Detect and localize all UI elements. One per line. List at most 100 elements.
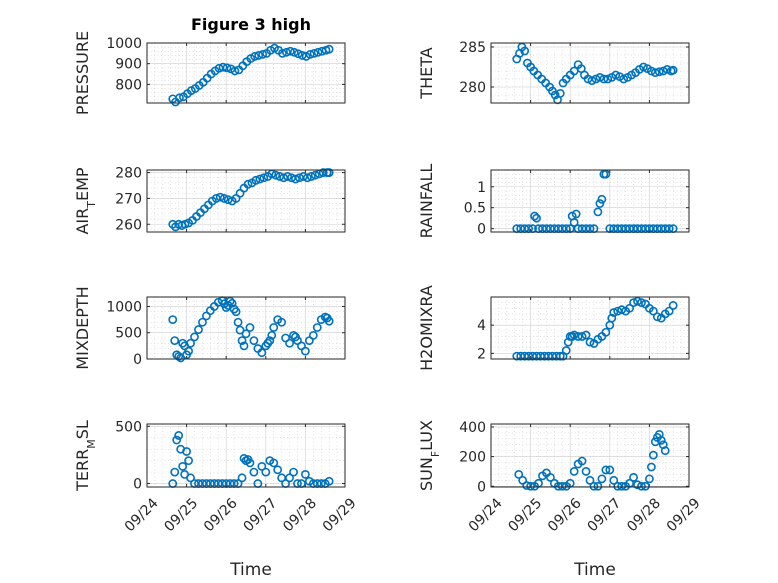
y-axis-label-subscript: T bbox=[85, 201, 98, 209]
data-series bbox=[514, 429, 670, 491]
data-series bbox=[168, 43, 334, 107]
data-point bbox=[577, 332, 587, 341]
x-tick-label: 09/24 bbox=[122, 495, 162, 535]
data-point bbox=[530, 211, 539, 221]
data-point bbox=[278, 48, 287, 58]
data-point bbox=[297, 51, 307, 60]
data-point bbox=[269, 458, 279, 468]
data-point bbox=[239, 453, 249, 463]
data-point bbox=[609, 475, 619, 485]
data-point bbox=[567, 332, 577, 341]
data-point bbox=[289, 47, 299, 57]
data-point bbox=[254, 51, 264, 60]
y-axis-label-subscript: F bbox=[429, 451, 442, 457]
data-point bbox=[194, 325, 203, 334]
x-tick-label: 09/25 bbox=[161, 495, 201, 535]
data-point bbox=[237, 473, 247, 483]
data-point bbox=[563, 337, 573, 347]
data-point bbox=[310, 170, 320, 180]
data-point bbox=[255, 174, 265, 184]
y-tick-label: 0 bbox=[133, 352, 142, 368]
data-point bbox=[237, 336, 247, 346]
y-tick-label: 2 bbox=[477, 346, 486, 362]
y-tick-label: 800 bbox=[115, 77, 142, 93]
data-point bbox=[603, 74, 613, 84]
data-point bbox=[175, 93, 184, 103]
data-point bbox=[660, 446, 670, 456]
data-point bbox=[601, 465, 611, 475]
data-point bbox=[257, 461, 267, 471]
data-point bbox=[259, 173, 269, 183]
data-point bbox=[639, 62, 648, 72]
data-point bbox=[178, 461, 188, 471]
data-point bbox=[308, 330, 318, 340]
data-point bbox=[593, 207, 603, 217]
y-tick-label: 200 bbox=[459, 450, 486, 466]
data-point bbox=[607, 313, 617, 323]
data-point bbox=[312, 323, 322, 332]
data-point bbox=[190, 332, 199, 342]
data-point bbox=[555, 351, 565, 361]
data-point bbox=[648, 450, 658, 460]
data-point bbox=[605, 465, 615, 475]
data-point bbox=[648, 306, 658, 316]
data-point bbox=[223, 195, 233, 205]
x-tick-label: 09/28 bbox=[280, 495, 320, 535]
data-point bbox=[585, 475, 595, 485]
y-axis-label-main: AIR bbox=[73, 208, 92, 235]
subplot-rainfall: 0 0.5 1 RAINFALL bbox=[417, 164, 690, 238]
axis-frame bbox=[490, 296, 690, 360]
data-point bbox=[633, 480, 642, 490]
data-point bbox=[184, 456, 193, 466]
data-point bbox=[581, 467, 591, 476]
data-point bbox=[645, 474, 654, 484]
y-tick-label: 500 bbox=[115, 326, 142, 342]
data-point bbox=[249, 467, 259, 477]
subplot-air_temp: 260 270 280 AIRTEMP bbox=[73, 166, 346, 235]
data-point bbox=[589, 481, 599, 491]
data-point bbox=[285, 473, 294, 483]
y-tick-label: 1000 bbox=[106, 299, 142, 315]
data-point bbox=[309, 48, 319, 58]
x-tick-label: 09/24 bbox=[466, 495, 506, 535]
y-tick-label: 0 bbox=[477, 479, 486, 495]
data-point bbox=[526, 481, 535, 491]
subplot-mixdepth: 0 500 1000 MIXDEPTH bbox=[73, 286, 346, 370]
data-point bbox=[597, 194, 607, 204]
data-point bbox=[198, 317, 207, 327]
data-point bbox=[561, 346, 571, 355]
data-point bbox=[182, 447, 191, 456]
axis-frame bbox=[490, 423, 690, 488]
y-axis-label-main: SUN bbox=[417, 457, 436, 491]
x-tick-label: 09/29 bbox=[664, 495, 704, 535]
axis-frame bbox=[146, 423, 346, 488]
y-axis-label: AIRTEMP bbox=[73, 167, 98, 234]
data-point bbox=[293, 49, 303, 59]
data-point bbox=[221, 303, 231, 312]
data-point bbox=[514, 469, 524, 479]
data-point bbox=[569, 467, 579, 476]
y-tick-label: 500 bbox=[115, 419, 142, 435]
axis-frame bbox=[490, 42, 690, 104]
data-point bbox=[269, 323, 279, 332]
data-point bbox=[170, 336, 180, 346]
data-point bbox=[257, 348, 267, 358]
data-point bbox=[306, 172, 316, 181]
data-point bbox=[652, 312, 662, 322]
data-point bbox=[231, 307, 241, 317]
data-point bbox=[289, 467, 298, 477]
data-point bbox=[245, 323, 255, 332]
y-tick-label: 400 bbox=[459, 420, 486, 436]
axis-frame bbox=[146, 296, 346, 360]
x-tick-label: 09/28 bbox=[624, 495, 664, 535]
data-point bbox=[249, 336, 259, 346]
subplot-sun_flux: 09/24 09/25 09/26 09/27 09/28 09/29 0 200 400 SUN… bbox=[417, 420, 704, 580]
data-point bbox=[283, 172, 292, 181]
data-point bbox=[557, 481, 567, 491]
data-point bbox=[625, 303, 634, 313]
data-point bbox=[573, 332, 583, 341]
data-point bbox=[619, 74, 629, 84]
data-point bbox=[230, 66, 240, 76]
data-point bbox=[170, 467, 180, 477]
data-point bbox=[233, 317, 243, 327]
